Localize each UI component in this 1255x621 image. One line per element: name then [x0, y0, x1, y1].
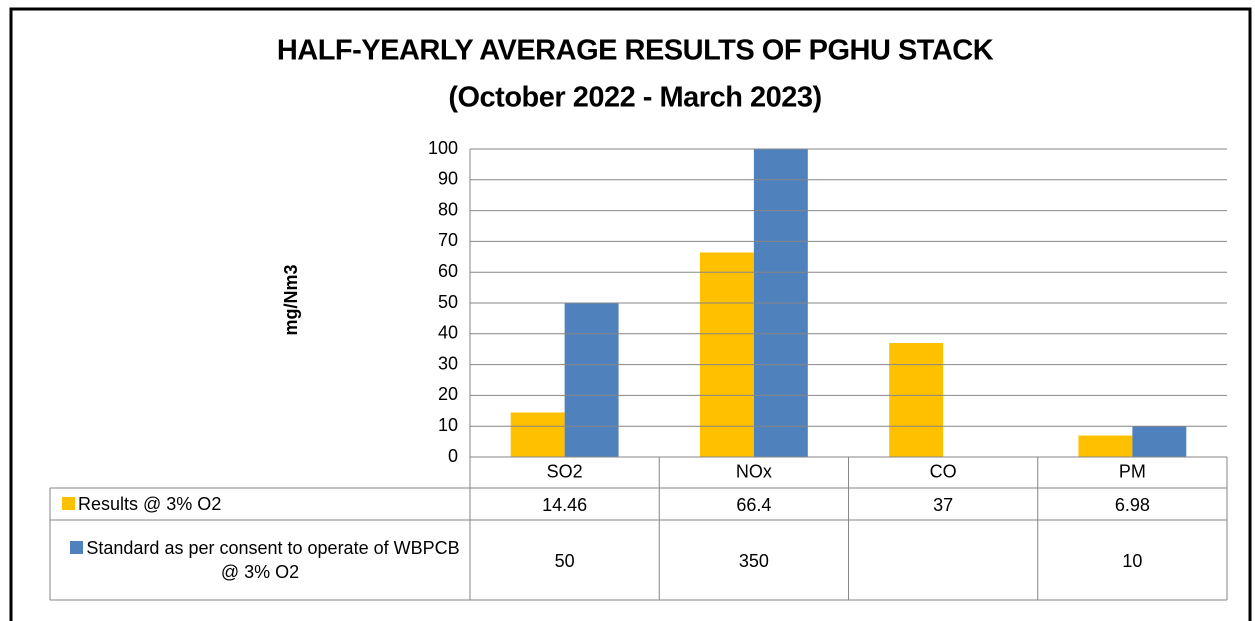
legend-label: Standard as per consent to operate of WB…	[86, 538, 460, 582]
y-tick-label: 50	[438, 292, 458, 312]
table-value: 50	[555, 551, 575, 571]
legend-cell: Results @ 3% O2	[52, 488, 468, 520]
legend-text: Results @ 3% O2	[52, 492, 221, 516]
y-tick-label: 70	[438, 230, 458, 250]
bar	[564, 303, 619, 457]
chart-subtitle: (October 2022 - March 2023)	[448, 82, 821, 114]
table-value: 66.4	[736, 495, 771, 515]
table-value: 14.46	[542, 495, 587, 515]
bar	[510, 412, 565, 457]
legend-swatch	[62, 497, 75, 510]
legend-entry: Standard as per consent to operate of WB…	[52, 520, 468, 600]
y-tick-label: 20	[438, 384, 458, 404]
y-tick-label: 60	[438, 261, 458, 281]
bar	[1078, 435, 1133, 457]
chart-title: HALF-YEARLY AVERAGE RESULTS OF PGHU STAC…	[277, 35, 994, 67]
y-tick-label: 40	[438, 323, 458, 343]
table-value: 6.98	[1115, 495, 1150, 515]
y-tick-label: 90	[438, 169, 458, 189]
table-value: 37	[933, 495, 953, 515]
table-value: 10	[1122, 551, 1142, 571]
bar	[889, 343, 944, 457]
legend-entry: Results @ 3% O2	[52, 488, 468, 520]
y-tick-label: 0	[448, 446, 458, 466]
legend-label: Results @ 3% O2	[78, 494, 222, 514]
y-tick-label: 30	[438, 353, 458, 373]
y-tick-label: 80	[438, 199, 458, 219]
y-axis-label: mg/Nm3	[281, 264, 301, 335]
table-value: 350	[739, 551, 769, 571]
frame	[9, 7, 1252, 621]
bar	[753, 149, 808, 457]
x-tick-label: SO2	[547, 461, 583, 481]
y-tick-label: 100	[428, 138, 458, 158]
bar	[699, 252, 754, 457]
legend-swatch	[70, 541, 84, 554]
y-tick-label: 10	[438, 415, 458, 435]
legend-cell: Standard as per consent to operate of WB…	[52, 520, 468, 600]
bar	[1132, 426, 1187, 457]
legend-text: Standard as per consent to operate of WB…	[52, 536, 468, 584]
x-tick-label: CO	[930, 461, 957, 481]
x-tick-label: PM	[1119, 461, 1146, 481]
plot-area	[510, 149, 1187, 457]
x-tick-label: NOx	[736, 461, 772, 481]
